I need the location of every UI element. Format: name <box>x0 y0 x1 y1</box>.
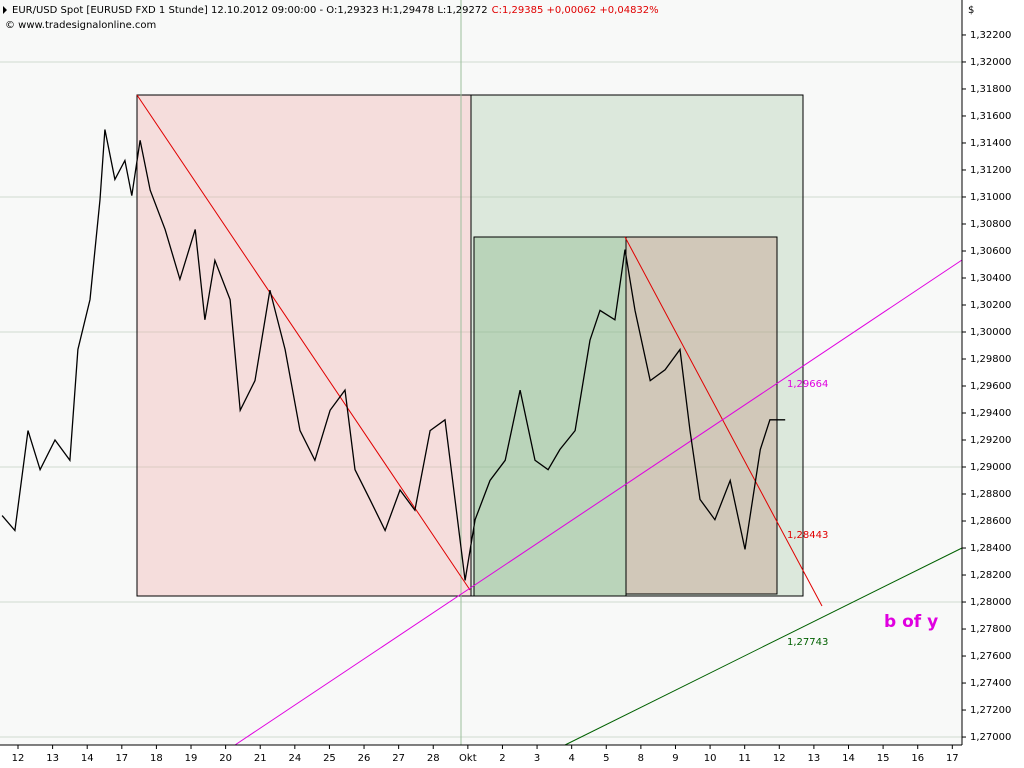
x-tick-label: 10 <box>704 753 717 764</box>
x-tick-label: 15 <box>877 753 890 764</box>
y-tick-label: 1,28200 <box>970 570 1011 581</box>
trend-line <box>234 259 963 746</box>
x-tick-label: 4 <box>568 753 574 764</box>
x-tick-label: 12 <box>773 753 786 764</box>
y-tick-label: 1,29000 <box>970 462 1011 473</box>
header-source: © www.tradesignalonline.com <box>5 20 156 31</box>
y-tick-label: 1,31800 <box>970 84 1011 95</box>
y-tick-label: 1,31400 <box>970 138 1011 149</box>
x-tick-label: 24 <box>288 753 301 764</box>
level-label: 1,28443 <box>787 530 828 541</box>
x-tick-label: 26 <box>358 753 371 764</box>
x-tick-label: 11 <box>738 753 751 764</box>
price-line <box>1 129 786 581</box>
y-tick-label: 1,30200 <box>970 300 1011 311</box>
y-tick-label: 1,28400 <box>970 543 1011 554</box>
x-tick-label: 14 <box>81 753 94 764</box>
header-close: C:1,29385 +0,00062 +0,04832% <box>492 5 659 16</box>
y-tick-label: 1,30600 <box>970 246 1011 257</box>
y-tick-label: 1,30000 <box>970 327 1011 338</box>
y-tick-label: 1,27000 <box>970 732 1011 743</box>
x-tick-label: 5 <box>603 753 609 764</box>
range-box <box>470 94 804 597</box>
y-tick-label: 1,31200 <box>970 165 1011 176</box>
x-tick-label: 2 <box>499 753 505 764</box>
range-box <box>625 236 778 595</box>
y-tick-label: 1,28800 <box>970 489 1011 500</box>
y-tick-label: 1,27600 <box>970 651 1011 662</box>
x-tick-label: 3 <box>534 753 540 764</box>
x-tick-label: 25 <box>323 753 336 764</box>
header-instrument: EUR/USD Spot [EURUSD FXD 1 Stunde] 12.10… <box>12 5 488 16</box>
x-tick-label: 13 <box>46 753 59 764</box>
y-tick-label: 1,27800 <box>970 624 1011 635</box>
y-tick-label: 1,32200 <box>970 30 1011 41</box>
y-tick-label: 1,30800 <box>970 219 1011 230</box>
y-tick-label: 1,31000 <box>970 192 1011 203</box>
y-tick-label: 1,31600 <box>970 111 1011 122</box>
x-tick-label: 17 <box>115 753 128 764</box>
x-tick-label: 17 <box>946 753 959 764</box>
y-tick-label: 1,29400 <box>970 408 1011 419</box>
x-tick-label: 19 <box>185 753 198 764</box>
level-label: 1,29664 <box>787 379 828 390</box>
range-box <box>473 236 627 597</box>
y-tick-label: 1,32000 <box>970 57 1011 68</box>
icon <box>3 6 7 14</box>
grid <box>0 61 962 738</box>
y-tick-label: 1,30400 <box>970 273 1011 284</box>
level-label: 1,27743 <box>787 637 828 648</box>
currency: $ <box>968 5 974 16</box>
x-tick-label: 20 <box>219 753 232 764</box>
x-tick-label: 28 <box>427 753 440 764</box>
plot-background <box>0 0 962 745</box>
trend-line <box>564 547 963 746</box>
x-tick-label: 21 <box>254 753 267 764</box>
y-tick-label: 1,29600 <box>970 381 1011 392</box>
trend-line <box>624 236 823 607</box>
y-tick-label: 1,28600 <box>970 516 1011 527</box>
wave-label: b of y <box>884 612 938 632</box>
y-tick-label: 1,27200 <box>970 705 1011 716</box>
x-tick-label: 27 <box>392 753 405 764</box>
y-tick-label: 1,29800 <box>970 354 1011 365</box>
series <box>1 129 786 581</box>
y-tick-label: 1,27400 <box>970 678 1011 689</box>
x-tick-label: 18 <box>150 753 163 764</box>
x-tick-label: 9 <box>672 753 678 764</box>
y-tick-label: 1,29200 <box>970 435 1011 446</box>
y-tick-label: 1,28000 <box>970 597 1011 608</box>
x-tick-label: 13 <box>808 753 821 764</box>
trend-line <box>136 94 471 591</box>
x-tick-label: 8 <box>638 753 644 764</box>
x-tick-label: 14 <box>842 753 855 764</box>
x-tick-label: 16 <box>911 753 924 764</box>
x-tick-label: 12 <box>12 753 25 764</box>
x-tick-label: Okt <box>459 753 477 764</box>
